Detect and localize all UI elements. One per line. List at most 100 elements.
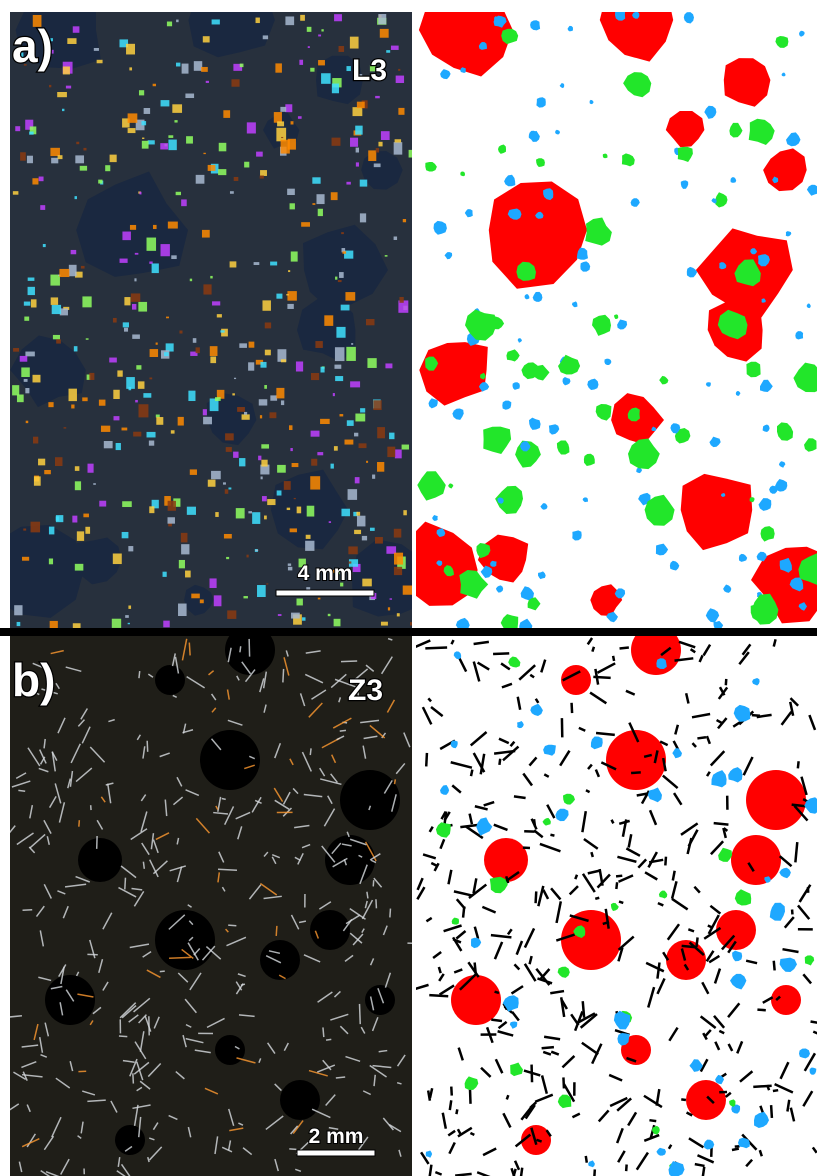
crystal xyxy=(113,390,119,399)
crystal xyxy=(237,407,245,412)
crystal xyxy=(64,427,67,428)
crystal xyxy=(150,349,158,357)
crystal xyxy=(200,599,204,603)
crystal xyxy=(215,397,221,401)
crystal xyxy=(31,299,37,307)
crystal xyxy=(203,284,211,294)
crystal xyxy=(307,27,312,32)
crystal xyxy=(350,37,359,49)
crystal xyxy=(403,219,406,222)
crystal xyxy=(24,317,29,321)
vesicle-red xyxy=(731,835,781,885)
crystal xyxy=(331,192,338,200)
crystal xyxy=(332,138,341,146)
crystal xyxy=(214,595,222,606)
crystal xyxy=(247,122,256,133)
crystal xyxy=(112,619,121,628)
crystal xyxy=(290,448,292,451)
crystal-black xyxy=(649,1120,656,1121)
crystal xyxy=(320,419,330,424)
crystal xyxy=(265,350,271,356)
crystal xyxy=(208,165,216,171)
crystal-black xyxy=(595,898,599,899)
crystal xyxy=(380,29,389,38)
crystal xyxy=(335,347,345,361)
crystal xyxy=(385,363,392,368)
crystal xyxy=(298,116,302,119)
crystal xyxy=(284,481,291,490)
crystal xyxy=(212,19,220,24)
crystal-black xyxy=(542,1047,554,1048)
crystal-black xyxy=(493,653,509,654)
crystal-black xyxy=(665,857,666,866)
crystal xyxy=(396,76,404,83)
crystal xyxy=(206,81,209,83)
crystal xyxy=(296,361,303,371)
crystal xyxy=(246,555,248,558)
crystal xyxy=(28,287,35,295)
crystal xyxy=(31,522,40,533)
crystal xyxy=(254,262,260,265)
crystal xyxy=(255,550,258,552)
crystal xyxy=(334,446,338,451)
crystal xyxy=(348,546,357,554)
crystal xyxy=(296,598,302,605)
crystal xyxy=(318,598,321,600)
crystal xyxy=(77,531,84,541)
crystal xyxy=(43,244,46,247)
crystal xyxy=(270,262,277,266)
crystal xyxy=(252,512,260,524)
crystal xyxy=(346,347,356,361)
crystal xyxy=(307,506,315,517)
sample-label: L3 xyxy=(352,54,387,87)
crystal xyxy=(234,378,236,379)
crystal xyxy=(311,431,320,437)
crystal xyxy=(348,489,358,500)
crystal xyxy=(281,400,284,405)
crystal xyxy=(185,94,194,99)
crystal xyxy=(147,238,157,251)
crystal xyxy=(139,671,140,678)
crystal xyxy=(261,444,269,448)
crystal xyxy=(143,862,144,869)
crystal xyxy=(344,440,353,445)
crystal-black xyxy=(463,906,464,917)
crystal xyxy=(126,377,135,389)
crystal xyxy=(83,148,86,151)
crystal xyxy=(12,385,19,395)
crystal xyxy=(88,464,94,473)
crystal xyxy=(227,610,236,619)
crystal xyxy=(266,583,268,584)
vesicle xyxy=(155,910,215,970)
crystal-black xyxy=(536,1140,541,1142)
crystal xyxy=(203,409,207,415)
crystal xyxy=(114,416,120,420)
crystal xyxy=(72,516,77,523)
crystal xyxy=(97,60,103,63)
crystal xyxy=(166,317,169,319)
crystal xyxy=(153,225,157,229)
crystal xyxy=(360,408,365,412)
crystal xyxy=(256,18,260,24)
crystal xyxy=(288,270,290,272)
crystal xyxy=(160,143,168,149)
crystal xyxy=(161,244,170,256)
crystal xyxy=(76,142,79,144)
crystal xyxy=(373,400,381,410)
crystal xyxy=(333,393,335,396)
crystal xyxy=(397,613,400,616)
crystal xyxy=(122,232,130,241)
crystal xyxy=(274,112,282,123)
crystal xyxy=(38,459,45,466)
crystal xyxy=(329,521,331,523)
crystal xyxy=(355,126,362,135)
crystal xyxy=(391,46,399,50)
crystal xyxy=(377,427,385,438)
crystal xyxy=(366,319,374,325)
crystal xyxy=(99,400,106,406)
crystal xyxy=(128,606,131,609)
crystal xyxy=(390,598,392,599)
crystal xyxy=(190,469,197,474)
crystal xyxy=(171,255,176,259)
crystal xyxy=(403,586,413,595)
